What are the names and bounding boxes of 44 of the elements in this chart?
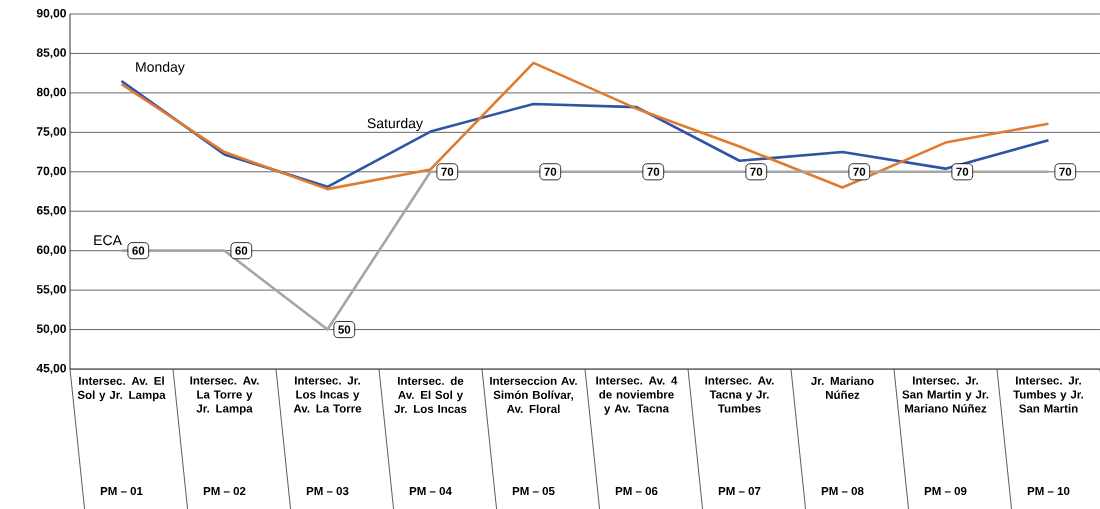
text: PM – 07 — [718, 486, 761, 496]
text: PM – 04 — [409, 486, 452, 496]
y-tick-label: 85,00 — [36, 48, 66, 59]
data-label: 70 — [544, 167, 557, 176]
x-tick-label: Intersec. Av. 4 de noviembre y Av. Tacna — [596, 376, 678, 415]
text: PM – 06 — [615, 486, 658, 496]
x-tick-label: Intersec. Av. El Sol y Jr. Lampa — [77, 376, 166, 402]
text: PM – 09 — [924, 486, 967, 496]
series-label: Saturday — [367, 117, 423, 132]
x-tick-label: Jr. Mariano Núñez — [811, 376, 874, 399]
y-tick-label: 75,00 — [36, 127, 66, 138]
text: PM – 01 — [100, 486, 143, 496]
text: PM – 05 — [512, 486, 555, 496]
series-label: Monday — [136, 61, 185, 75]
y-tick-label: 70,00 — [36, 166, 66, 177]
y-tick-label: 45,00 — [36, 363, 66, 375]
x-tick-label: Intersec. Av. La Torre y Jr. Lampa — [190, 376, 259, 415]
x-tick-label: Intersec. Jr. Los Incas y Av. La Torre — [293, 376, 362, 413]
data-label: 60 — [132, 246, 145, 255]
series-label: ECA — [94, 235, 122, 246]
y-tick-label: 90,00 — [36, 8, 66, 20]
data-label: 60 — [235, 246, 248, 255]
data-label: 50 — [338, 325, 351, 334]
data-label: 70 — [441, 167, 454, 176]
data-label: 70 — [750, 167, 763, 176]
x-tick-label: Intersec. Jr. San Martin y Jr. Mariano Núñez — [902, 376, 989, 413]
data-label: 70 — [1059, 167, 1072, 176]
x-tick-label: Interseccion Av. Simón Bolívar, Av. Floral — [490, 376, 577, 413]
x-tick-label: Intersec. Av. Tacna y Jr. Tumbes — [705, 376, 774, 413]
x-tick-label: Intersec. Jr. Tumbes y Jr. San Martin — [1013, 376, 1084, 413]
y-tick-label: 65,00 — [36, 206, 66, 217]
y-tick-label: 60,00 — [36, 245, 66, 256]
data-label: 70 — [647, 167, 660, 176]
y-tick-label: 55,00 — [36, 285, 66, 296]
text: PM – 08 — [821, 486, 864, 496]
text: PM – 10 — [1027, 486, 1070, 496]
x-tick-label: Intersec. de Av. El Sol y Jr. Los Incas — [394, 376, 467, 413]
data-label: 70 — [853, 167, 866, 176]
data-label: 70 — [956, 167, 969, 176]
y-tick-label: 50,00 — [36, 324, 66, 335]
text: PM – 02 — [203, 486, 246, 496]
line-series — [120, 61, 1050, 191]
y-tick-label: 80,00 — [36, 87, 66, 99]
text: PM – 03 — [306, 486, 349, 496]
